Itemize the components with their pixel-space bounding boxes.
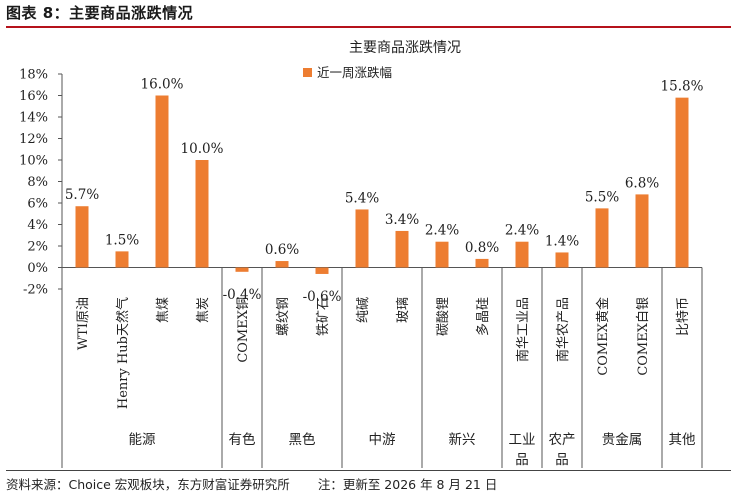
group-label: 贵金属 (602, 432, 643, 448)
bar (475, 258, 489, 268)
data-label: 10.0% (181, 141, 224, 157)
group-label: 品 (515, 452, 529, 468)
group-label: 黑色 (289, 431, 316, 448)
data-label: 0.8% (465, 240, 499, 256)
bar (515, 241, 529, 268)
category-label: 碳酸锂 (436, 297, 451, 336)
chart-title: 主要商品涨跌情况 (349, 40, 461, 56)
group-labels: 能源 有色 黑色 中游 新兴 工业品 农产品 贵金属 其他 (61, 267, 703, 468)
data-label: 0.6% (265, 242, 299, 258)
bar (595, 208, 609, 268)
source-note: 资料来源：Choice 宏观板块，东方财富证券研究所 注：更新至 2026 年 8… (6, 474, 497, 493)
data-labels: 5.7% 1.5% 16.0% 10.0% -0.4% 0.6% -0.6% 5.4% 3.4%… (65, 77, 704, 305)
data-label: 5.4% (345, 190, 379, 206)
bar (75, 206, 89, 268)
data-label: -0.4% (223, 287, 262, 303)
group-label: 能源 (129, 432, 156, 448)
data-label: 2.4% (505, 223, 539, 239)
y-tick-label: 12% (19, 132, 48, 147)
bar (435, 241, 449, 268)
category-label: 玻璃 (396, 297, 411, 323)
group-label: 其他 (669, 432, 696, 448)
bar (195, 160, 209, 268)
bar (355, 209, 369, 268)
data-label: 16.0% (141, 77, 184, 93)
update-note: 注：更新至 2026 年 8 月 21 日 (317, 477, 498, 492)
category-label: 多晶硅 (475, 297, 491, 336)
bar (675, 97, 689, 268)
title-rule (6, 26, 731, 28)
data-label: 1.5% (105, 232, 139, 248)
group-label: 新兴 (449, 432, 476, 448)
y-tick-label: 18% (19, 68, 48, 83)
bars (75, 95, 689, 274)
data-label: 1.4% (545, 233, 579, 249)
data-label: 3.4% (385, 212, 419, 228)
y-tick-label: 16% (19, 89, 48, 104)
category-labels: WTI原油 Henry Hub天然气 焦煤 焦炭 COMEX铜 螺纹钢 铁矿石 纯碱 玻璃 碳酸锂… (76, 297, 691, 409)
bar (155, 95, 169, 268)
category-label: Henry Hub天然气 (115, 297, 131, 409)
category-label: 南华农产品 (555, 297, 571, 362)
bar (635, 194, 649, 268)
category-label: COMEX白银 (635, 297, 651, 376)
category-label: 南华工业品 (515, 297, 531, 362)
data-label: 5.5% (585, 189, 619, 205)
legend-swatch (303, 68, 312, 77)
data-label: 5.7% (65, 187, 99, 203)
group-label: 农产 (549, 432, 576, 448)
bar (115, 251, 129, 268)
group-label: 有色 (229, 431, 256, 448)
source-text: 资料来源：Choice 宏观板块，东方财富证券研究所 (6, 477, 290, 492)
bar (235, 267, 249, 272)
y-tick-label: 10% (19, 154, 48, 169)
legend-label: 近一周涨跌幅 (317, 65, 392, 80)
category-label: COMEX黄金 (595, 297, 611, 376)
y-tick-label: 8% (27, 175, 48, 190)
category-label: 比特币 (676, 297, 691, 336)
y-tick-label: 0% (27, 261, 48, 276)
category-label: 螺纹钢 (276, 297, 291, 336)
axes: 18% 16% 14% 12% 10% 8% 6% 4% 2% 0% -2% (19, 68, 702, 298)
y-tick-label: 6% (27, 197, 48, 212)
category-label: WTI原油 (76, 297, 91, 350)
bar (315, 267, 329, 274)
group-label: 工业 (509, 432, 536, 448)
group-label: 品 (555, 452, 569, 468)
data-label: 2.4% (425, 223, 459, 239)
category-label: 焦煤 (156, 297, 171, 323)
bar (275, 261, 289, 268)
category-label: 焦炭 (196, 297, 211, 323)
y-tick-label: 14% (19, 111, 48, 126)
bar (555, 252, 569, 268)
category-label: 纯碱 (356, 297, 371, 323)
footer-rule (6, 470, 731, 471)
y-tick-label: -2% (23, 283, 48, 298)
figure-title: 图表 8：主要商品涨跌情况 (6, 4, 194, 22)
bar-chart: 主要商品涨跌情况 近一周涨跌幅 18% 16% 14% 12% 10% 8% 6% 4% 2% 0… (19, 40, 704, 468)
category-label: COMEX铜 (236, 297, 251, 363)
y-tick-label: 4% (27, 218, 48, 233)
bar (395, 230, 409, 268)
data-label: -0.6% (303, 289, 342, 305)
y-tick-label: 2% (27, 240, 48, 255)
group-label: 中游 (369, 432, 396, 448)
category-label: 铁矿石 (316, 297, 331, 336)
data-label: 15.8% (661, 79, 704, 95)
data-label: 6.8% (625, 175, 659, 191)
